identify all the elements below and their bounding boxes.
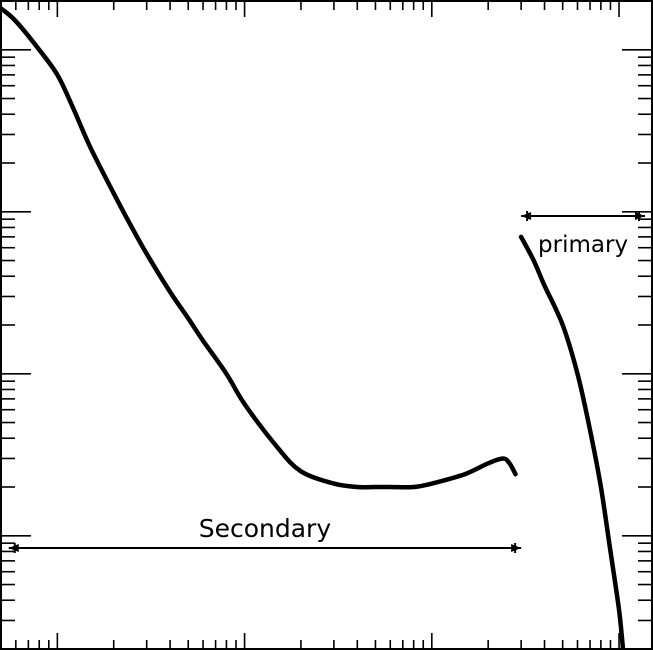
- range-label: Secondary: [199, 514, 332, 543]
- data-series-line-2: [518, 234, 626, 650]
- range-annotations: Secondary primary: [8, 211, 645, 553]
- range-label: primary: [538, 232, 628, 258]
- data-series-line-1: [0, 6, 518, 490]
- data-curves: [0, 6, 626, 650]
